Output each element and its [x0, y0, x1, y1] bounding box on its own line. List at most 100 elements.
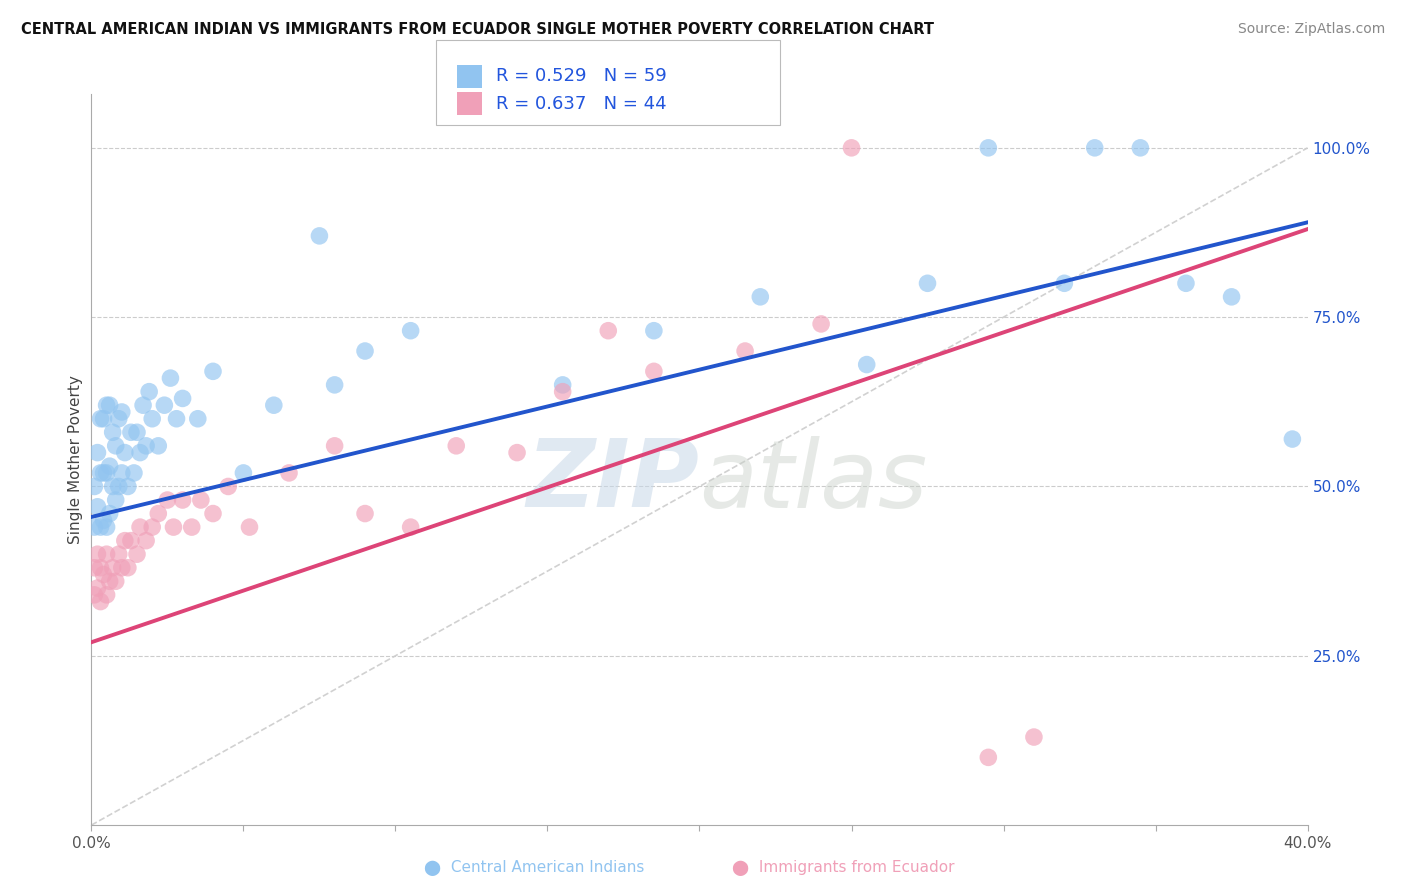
Point	[111, 405, 134, 419]
Point	[122, 466, 145, 480]
Point	[263, 398, 285, 412]
Point	[86, 581, 108, 595]
Point	[598, 324, 620, 338]
Point	[104, 439, 127, 453]
Point	[83, 560, 105, 574]
Point	[120, 425, 142, 440]
Point	[506, 445, 529, 459]
Point	[89, 594, 111, 608]
Point	[643, 324, 665, 338]
Point	[399, 324, 422, 338]
Point	[444, 439, 467, 453]
Point	[202, 507, 225, 521]
Point	[159, 371, 181, 385]
Point	[172, 392, 194, 406]
Point	[1022, 730, 1045, 744]
Text: atlas: atlas	[699, 436, 928, 527]
Text: ZIP: ZIP	[527, 435, 699, 527]
Point	[117, 479, 139, 493]
Point	[114, 445, 136, 459]
Point	[107, 479, 129, 493]
Point	[120, 533, 142, 548]
Point	[93, 567, 115, 582]
Point	[1129, 141, 1152, 155]
Point	[96, 398, 118, 412]
Point	[1220, 290, 1243, 304]
Point	[101, 479, 124, 493]
Point	[96, 588, 118, 602]
Point	[117, 560, 139, 574]
Point	[89, 560, 111, 574]
Point	[810, 317, 832, 331]
Point	[101, 425, 124, 440]
Point	[96, 520, 118, 534]
Text: R = 0.529   N = 59: R = 0.529 N = 59	[496, 68, 666, 86]
Point	[89, 520, 111, 534]
Point	[93, 513, 115, 527]
Point	[125, 547, 148, 561]
Text: ⬤  Immigrants from Ecuador: ⬤ Immigrants from Ecuador	[733, 860, 955, 876]
Text: ⬤  Central American Indians: ⬤ Central American Indians	[425, 860, 644, 876]
Point	[135, 533, 157, 548]
Point	[104, 574, 127, 589]
Point	[354, 507, 377, 521]
Point	[89, 411, 111, 425]
Point	[977, 141, 1000, 155]
Point	[125, 425, 148, 440]
Point	[202, 364, 225, 378]
Point	[238, 520, 260, 534]
Point	[138, 384, 160, 399]
Point	[180, 520, 202, 534]
Point	[114, 533, 136, 548]
Point	[93, 411, 115, 425]
Point	[162, 520, 184, 534]
Y-axis label: Single Mother Poverty: Single Mother Poverty	[67, 375, 83, 544]
Point	[83, 479, 105, 493]
Point	[308, 228, 330, 243]
Point	[166, 411, 188, 425]
Point	[977, 750, 1000, 764]
Point	[86, 500, 108, 514]
Point	[323, 377, 346, 392]
Point	[96, 547, 118, 561]
Point	[101, 560, 124, 574]
Text: R = 0.637   N = 44: R = 0.637 N = 44	[496, 95, 666, 112]
Point	[86, 547, 108, 561]
Point	[107, 547, 129, 561]
Point	[135, 439, 157, 453]
Point	[141, 520, 163, 534]
Text: CENTRAL AMERICAN INDIAN VS IMMIGRANTS FROM ECUADOR SINGLE MOTHER POVERTY CORRELA: CENTRAL AMERICAN INDIAN VS IMMIGRANTS FR…	[21, 22, 934, 37]
Point	[98, 459, 121, 474]
Point	[323, 439, 346, 453]
Point	[551, 377, 574, 392]
Point	[98, 398, 121, 412]
Point	[1281, 432, 1303, 446]
Point	[172, 493, 194, 508]
Point	[141, 411, 163, 425]
Point	[93, 466, 115, 480]
Point	[156, 493, 179, 508]
Point	[917, 277, 939, 291]
Point	[98, 574, 121, 589]
Point	[855, 358, 877, 372]
Point	[1174, 277, 1197, 291]
Point	[111, 560, 134, 574]
Point	[278, 466, 301, 480]
Point	[232, 466, 254, 480]
Point	[1084, 141, 1107, 155]
Point	[1053, 277, 1076, 291]
Point	[551, 384, 574, 399]
Point	[107, 411, 129, 425]
Point	[643, 364, 665, 378]
Text: Source: ZipAtlas.com: Source: ZipAtlas.com	[1237, 22, 1385, 37]
Point	[148, 507, 170, 521]
Point	[111, 466, 134, 480]
Point	[354, 344, 377, 359]
Point	[734, 344, 756, 359]
Point	[104, 493, 127, 508]
Point	[129, 520, 152, 534]
Point	[98, 507, 121, 521]
Point	[132, 398, 155, 412]
Point	[83, 520, 105, 534]
Point	[83, 588, 105, 602]
